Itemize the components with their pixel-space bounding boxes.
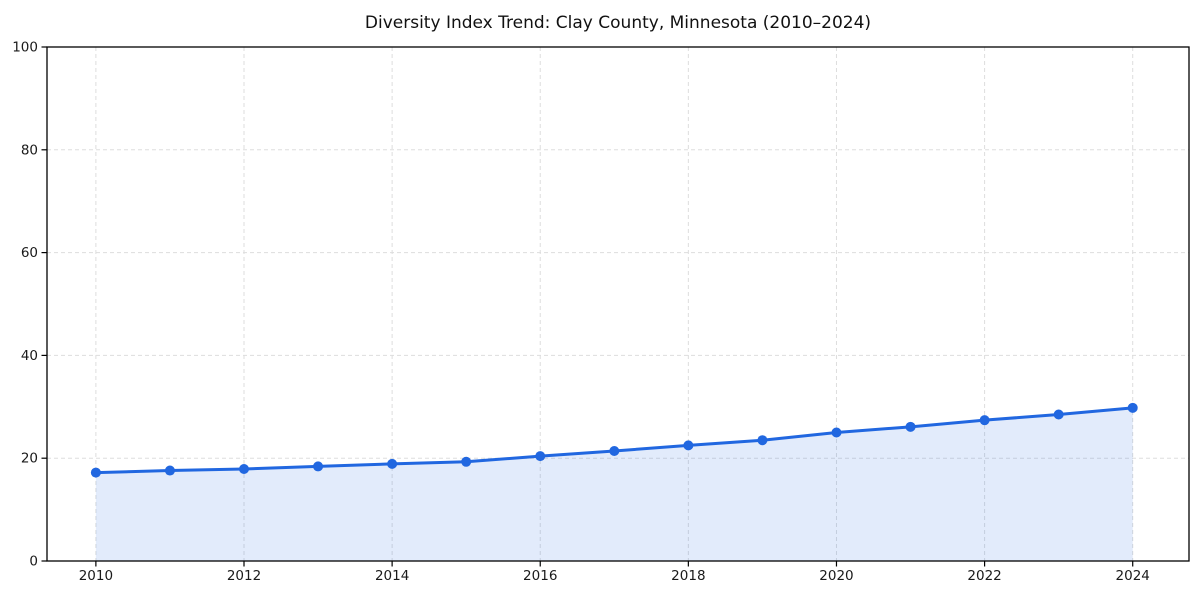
y-tick-label: 40	[21, 348, 38, 364]
data-point	[683, 440, 694, 451]
data-point	[313, 461, 324, 472]
y-tick-label: 60	[21, 245, 38, 261]
data-point	[1053, 409, 1064, 420]
x-tick-label: 2010	[79, 568, 113, 584]
data-point	[387, 458, 398, 469]
data-point	[535, 451, 546, 462]
data-point	[757, 435, 768, 446]
x-tick-label: 2024	[1116, 568, 1150, 584]
data-point	[1127, 402, 1138, 413]
x-tick-label: 2018	[671, 568, 705, 584]
x-tick-label: 2022	[967, 568, 1001, 584]
plot-border	[46, 46, 1190, 562]
y-tick-label: 0	[29, 554, 38, 570]
data-point	[238, 463, 249, 474]
y-tick-label: 100	[12, 40, 38, 56]
data-point	[461, 456, 472, 467]
area-fill	[95, 407, 1133, 561]
x-tick-label: 2016	[523, 568, 557, 584]
data-point	[979, 415, 990, 426]
data-point	[905, 421, 916, 432]
data-point	[609, 446, 620, 457]
data-point	[164, 465, 175, 476]
y-tick-label: 20	[21, 451, 38, 467]
x-tick-label: 2014	[375, 568, 409, 584]
chart-title: Diversity Index Trend: Clay County, Minn…	[364, 13, 872, 33]
x-tick-label: 2020	[819, 568, 853, 584]
data-point	[831, 427, 842, 438]
y-tick-label: 80	[21, 142, 38, 158]
data-point	[90, 467, 101, 478]
x-tick-label: 2012	[227, 568, 261, 584]
